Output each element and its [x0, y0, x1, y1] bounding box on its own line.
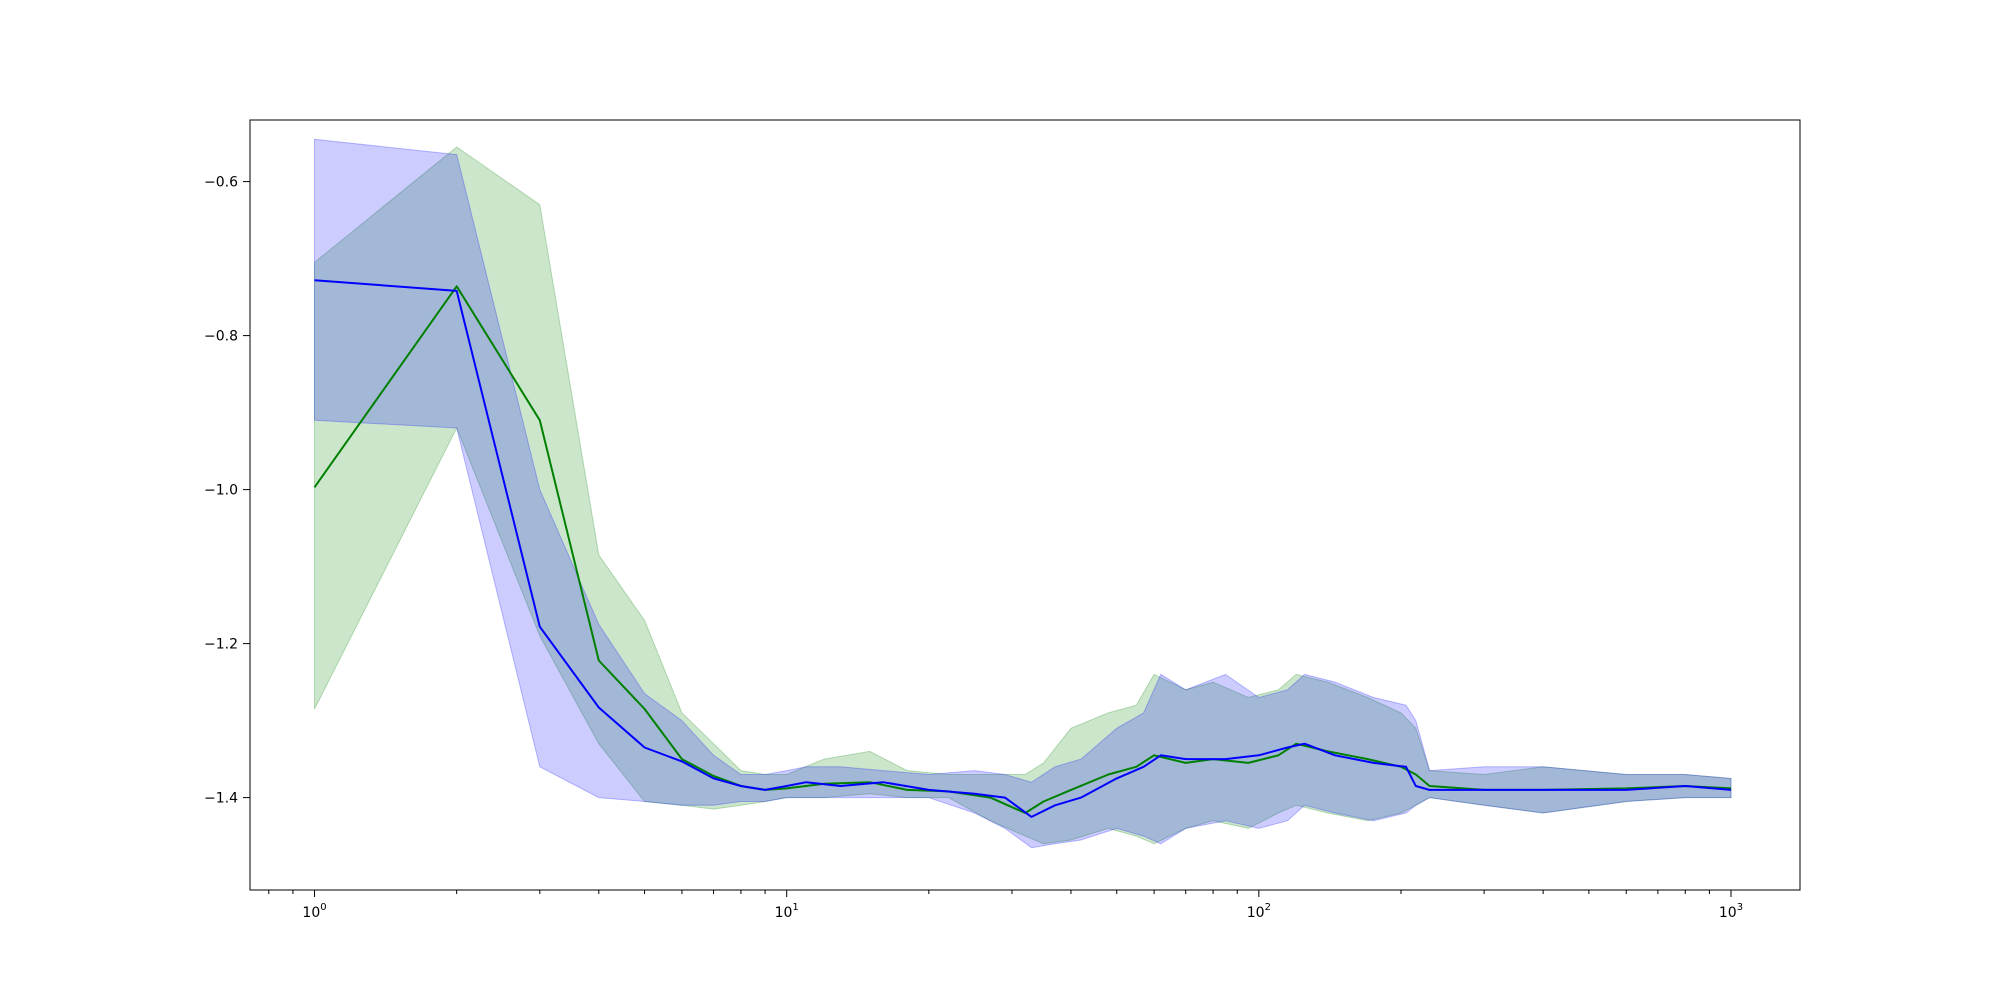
x-axis: 100 101 102 103	[268, 890, 1743, 921]
y-tick-label: −1.0	[204, 483, 238, 499]
series-1-line	[313, 285, 1732, 814]
series-lines	[313, 279, 1732, 818]
series-1-band	[314, 146, 1732, 845]
y-tick-label: −1.4	[204, 791, 238, 807]
y-axis: −0.6 −0.8 −1.0 −1.2 −1.4	[204, 175, 250, 807]
y-tick-label: −0.8	[204, 329, 238, 345]
series-2-band	[314, 138, 1732, 849]
x-tick-label: 101	[775, 902, 799, 921]
series-2-line	[314, 279, 1732, 818]
plot-frame	[249, 119, 1801, 891]
y-tick-label: −0.6	[204, 175, 238, 191]
x-tick-label: 100	[302, 902, 326, 921]
x-tick-label: 102	[1247, 902, 1271, 921]
x-tick-label: 103	[1719, 902, 1743, 921]
y-tick-label: −1.2	[204, 637, 238, 653]
confidence-bands	[314, 138, 1732, 849]
